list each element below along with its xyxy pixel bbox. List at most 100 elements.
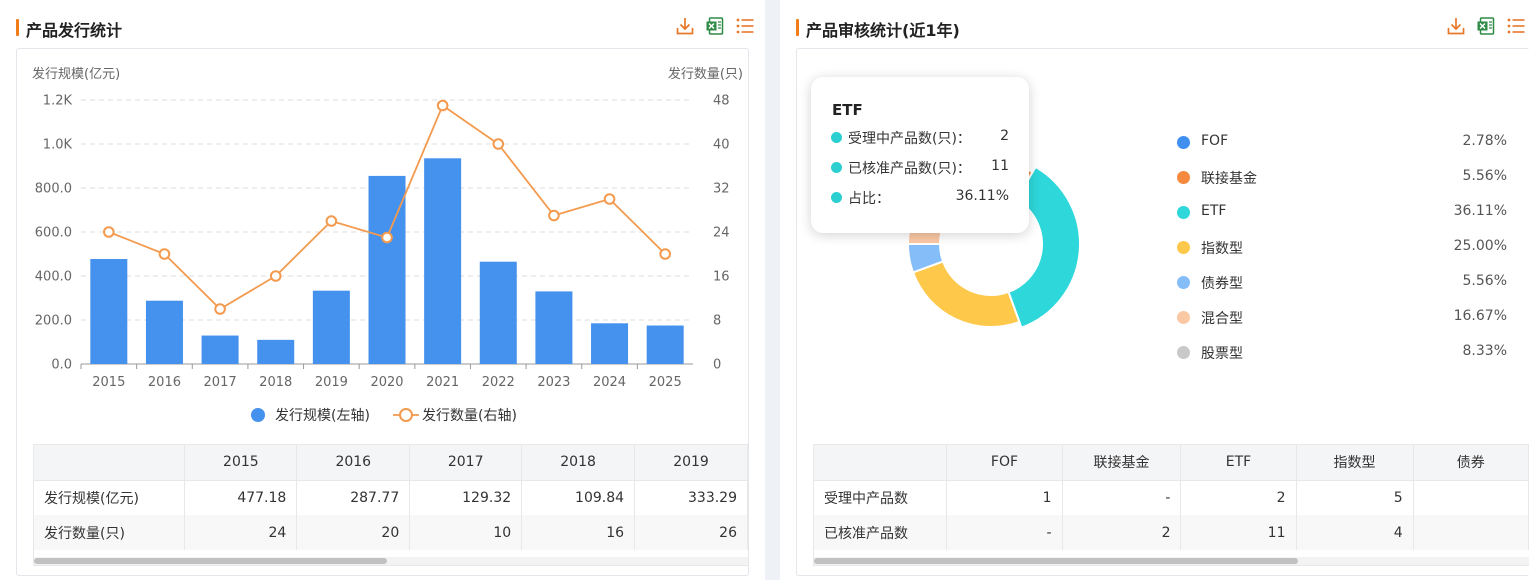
legend-percent: 8.33% [1462,343,1507,359]
column-header: 2015 [184,445,298,481]
table-cell: 4 [1296,515,1414,550]
table-cell [1413,515,1529,550]
legend-item[interactable]: ETF 36.11% [1177,202,1507,222]
excel-icon[interactable] [1476,16,1496,36]
bar[interactable] [535,291,573,364]
panel-title: 产品发行统计 [26,21,123,40]
title-accent-bar [796,19,799,36]
legend-name: 指数型 [1201,241,1243,257]
line-point[interactable] [492,138,505,150]
review-table-wrap: FOF 联接基金 ETF 指数型 债券 受理中产品数 1-2 5 已核准产品数 -2 11 4 [813,444,1529,566]
legend-percent: 5.56% [1462,273,1507,289]
line-point[interactable] [214,303,226,315]
line-point[interactable] [381,231,393,244]
legend-name: ETF [1201,203,1227,219]
chart-card: FOF 2.78% 联接基金 5.56% ETF 36.11% 指数型 25.00% 债券型 5.… [796,48,1529,576]
x-tick-label: 2024 [593,375,626,390]
legend-bar-marker[interactable] [251,408,265,422]
y-right-tick-label: 32 [713,182,730,197]
bar[interactable] [145,300,183,364]
column-header: 债券 [1413,445,1529,481]
scrollbar-thumb[interactable] [814,558,1298,564]
line-point[interactable] [325,215,338,227]
tooltip-row: 占比： 36.11% [831,187,1009,207]
table-cell: 477.18 [184,480,298,515]
y-left-tick-label: 1.0K [43,138,73,153]
line-point[interactable] [548,209,560,222]
download-icon[interactable] [675,16,695,36]
table-row: 受理中产品数 1-2 5 [814,480,1529,515]
y-left-tick-label: 200.0 [35,314,72,329]
y-left-tick-label: 400.0 [35,270,72,285]
legend-item[interactable]: 混合型 16.67% [1177,307,1507,327]
bar[interactable] [312,290,350,364]
horizontal-scrollbar[interactable] [814,557,1529,565]
issuance-panel: 产品发行统计 发行规模(亿元) 发行数量(只) 0.0 0 200.0 8 400.0 1… [0,0,765,580]
scrollbar-thumb[interactable] [34,558,387,564]
row-header: 受理中产品数 [814,480,948,515]
column-header [814,445,948,481]
legend-label[interactable]: 发行数量(右轴) [422,408,517,424]
excel-icon[interactable] [705,16,725,36]
pie-slice[interactable] [911,260,1021,328]
table-cell: 5 [1296,480,1414,515]
horizontal-scrollbar[interactable] [34,557,748,565]
line-point[interactable] [103,226,115,238]
row-header: 发行规模(亿元) [34,480,186,515]
y-left-tick-label: 600.0 [35,226,72,241]
tooltip-row: 已核准产品数(只)： 11 [831,157,1009,177]
legend-item[interactable]: 联接基金 5.56% [1177,167,1507,187]
bar[interactable] [479,261,517,364]
legend-dot [1177,136,1190,149]
bar[interactable] [424,158,462,364]
tooltip-label: 已核准产品数(只)： [848,161,971,177]
table-row: 发行数量(只) 24 20 10 16 26 [34,515,748,550]
legend-item[interactable]: 债券型 5.56% [1177,272,1507,292]
legend-item[interactable]: 股票型 8.33% [1177,342,1507,362]
table-cell: 109.84 [521,480,636,515]
bar[interactable] [591,323,629,364]
column-header: 2019 [634,445,748,481]
table-header-row: FOF 联接基金 ETF 指数型 债券 [814,445,1529,481]
legend-percent: 16.67% [1453,308,1507,324]
y-left-tick-label: 1.2K [43,94,73,109]
legend-dot [1177,206,1190,219]
download-icon[interactable] [1446,16,1466,36]
bar[interactable] [646,325,684,365]
column-header: 2017 [409,445,523,481]
legend-dot [1177,171,1190,184]
x-tick-label: 2016 [148,375,181,390]
table-cell: 26 [634,515,748,550]
tooltip-value: 11 [991,158,1009,174]
legend-name: 混合型 [1201,311,1243,327]
bar[interactable] [368,175,406,364]
list-icon[interactable] [735,16,755,36]
table-cell: 2 [1180,480,1297,515]
line-point[interactable] [659,248,671,260]
panel-toolbar [675,16,755,38]
table-cell: 20 [296,515,411,550]
table-cell: - [1062,480,1182,515]
line-point[interactable] [436,99,449,112]
legend-item[interactable]: FOF 2.78% [1177,132,1507,152]
table-row: 已核准产品数 -2 11 4 [814,515,1529,550]
x-tick-label: 2015 [92,375,125,390]
bar[interactable] [90,259,128,364]
y-right-tick-label: 8 [713,314,721,329]
legend-point-marker[interactable] [399,408,413,422]
legend-dot [1177,276,1190,289]
line-point[interactable] [158,248,171,260]
issuance-table: 2015 2016 2017 2018 2019 发行规模(亿元) 477.18 287.7… [34,445,748,550]
x-tick-label: 2020 [370,375,403,390]
bar[interactable] [257,339,295,364]
line-point[interactable] [269,270,282,282]
bar[interactable] [201,335,239,364]
list-icon[interactable] [1506,16,1526,36]
legend-label[interactable]: 发行规模(左轴) [275,408,370,424]
y-right-tick-label: 48 [713,94,730,109]
legend-name: FOF [1201,133,1229,149]
legend-dot [1177,311,1190,324]
legend-item[interactable]: 指数型 25.00% [1177,237,1507,257]
line-point[interactable] [603,193,616,205]
tooltip-dot [831,132,842,143]
